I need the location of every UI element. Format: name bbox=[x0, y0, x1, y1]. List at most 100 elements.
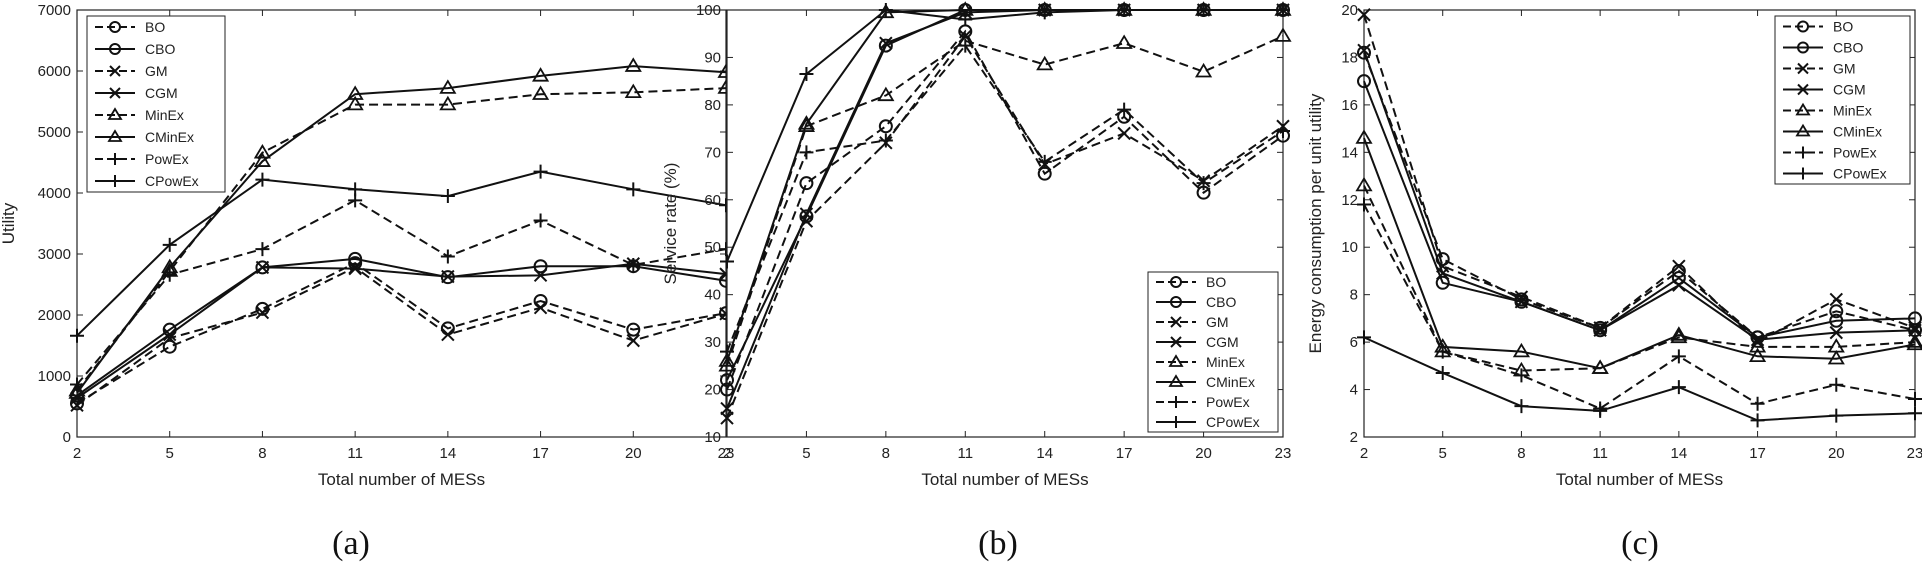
series-line-gm bbox=[76, 266, 727, 407]
series-cpowex bbox=[70, 164, 733, 343]
data-point-minex bbox=[1194, 62, 1213, 78]
data-point-bo bbox=[878, 119, 893, 134]
legend-marker-bo bbox=[109, 21, 121, 33]
x-tick-label: 5 bbox=[166, 445, 174, 462]
x-tick-label: 14 bbox=[1036, 445, 1053, 462]
data-point-powex bbox=[162, 267, 177, 282]
data-point-cpowex bbox=[1593, 403, 1608, 418]
data-point-gm bbox=[720, 411, 734, 425]
data-point-gm bbox=[1593, 321, 1607, 335]
x-tick-label: 17 bbox=[1116, 445, 1133, 462]
legend-marker-minex bbox=[1168, 354, 1184, 367]
y-tick-label: 40 bbox=[704, 287, 721, 304]
data-point-cpowex bbox=[1908, 406, 1922, 421]
data-point-cminex bbox=[1512, 342, 1531, 358]
data-point-powex bbox=[1514, 368, 1529, 383]
chart-panel-2: 2 4 6 8 10 12 14 16 18 20 2 5 8 11 14 17 20 23 Total numbe… bbox=[1306, 2, 1922, 562]
legend-marker-cbo bbox=[109, 43, 121, 55]
data-point-powex bbox=[1276, 123, 1290, 138]
y-tick-label: 2000 bbox=[38, 307, 71, 324]
x-tick-label: 2 bbox=[1360, 445, 1368, 462]
data-point-powex bbox=[1671, 349, 1686, 364]
legend-marker-gm bbox=[1170, 316, 1182, 328]
legend-marker-minex bbox=[107, 107, 123, 120]
chart-panel-1: 10 20 30 40 50 60 70 80 90 100 2 5 8 11 14 17 20 23 Total … bbox=[661, 1, 1292, 562]
data-point-cpowex bbox=[878, 3, 893, 17]
data-point-cminex bbox=[797, 115, 816, 130]
legend-label-bo: BO bbox=[145, 19, 165, 35]
legend-label-bo: BO bbox=[1206, 274, 1226, 290]
x-tick-label: 23 bbox=[1907, 445, 1922, 462]
y-tick-label: 4000 bbox=[38, 185, 71, 202]
data-point-cpowex bbox=[626, 182, 641, 197]
x-tick-label: 17 bbox=[532, 445, 549, 462]
legend-box bbox=[1774, 15, 1911, 185]
data-point-minex bbox=[718, 357, 736, 372]
data-point-cpowex bbox=[1829, 408, 1844, 423]
x-tick-label: 20 bbox=[625, 445, 642, 462]
series-line-cpowex bbox=[726, 8, 1283, 262]
data-point-cbo bbox=[878, 38, 893, 53]
y-tick-label: 90 bbox=[704, 49, 721, 66]
data-point-cpowex bbox=[1750, 413, 1765, 428]
series-line-cgm bbox=[1363, 49, 1916, 341]
y-tick-label: 3000 bbox=[38, 246, 71, 263]
y-tick-label: 5000 bbox=[38, 124, 71, 141]
x-tick-label: 14 bbox=[440, 445, 457, 462]
legend-box bbox=[1147, 271, 1279, 433]
series-line-cpowex bbox=[76, 170, 727, 337]
series-line-powex bbox=[76, 199, 727, 386]
data-point-cgm bbox=[1436, 266, 1450, 281]
legend-marker-cpowex bbox=[1170, 416, 1182, 428]
data-point-powex bbox=[70, 377, 84, 392]
data-point-cbo bbox=[1593, 323, 1608, 338]
data-point-cminex bbox=[346, 85, 364, 100]
y-tick-label: 60 bbox=[704, 192, 721, 209]
data-point-cpowex bbox=[958, 12, 973, 27]
data-point-cminex bbox=[253, 152, 272, 167]
data-point-cpowex bbox=[1117, 3, 1132, 17]
data-point-cpowex bbox=[1196, 3, 1211, 17]
data-point-cminex bbox=[1670, 326, 1688, 341]
legend-marker-cpowex bbox=[109, 175, 121, 187]
x-axis-label: Total number of MESs bbox=[1556, 470, 1723, 489]
legend-label-cbo: CBO bbox=[1833, 40, 1863, 56]
data-point-cminex bbox=[1591, 359, 1609, 374]
series-line-cminex bbox=[1363, 137, 1916, 370]
y-tick-label: 10 bbox=[704, 429, 721, 446]
data-point-minex bbox=[624, 83, 642, 99]
legend-marker-cminex bbox=[1795, 123, 1811, 137]
legend-label-gm: GM bbox=[1206, 314, 1229, 330]
legend-label-minex: MinEx bbox=[1833, 103, 1872, 119]
data-point-cgm bbox=[1908, 323, 1922, 337]
series-line-bo bbox=[76, 261, 727, 405]
series-minex bbox=[68, 79, 735, 397]
series-minex bbox=[718, 27, 1292, 372]
legend-marker-cminex bbox=[1168, 374, 1184, 387]
data-point-powex bbox=[626, 257, 641, 272]
y-tick-label: 30 bbox=[704, 334, 721, 351]
y-tick-label: 7000 bbox=[38, 2, 71, 19]
y-tick-label: 0 bbox=[63, 429, 71, 446]
data-point-bo bbox=[799, 176, 814, 191]
data-point-gm bbox=[1908, 321, 1922, 335]
x-axis-label: Total number of MESs bbox=[318, 470, 485, 489]
data-point-cgm bbox=[533, 268, 548, 283]
data-point-cpowex bbox=[1357, 330, 1371, 345]
series-powex bbox=[720, 38, 1290, 359]
data-point-cbo bbox=[1908, 311, 1922, 326]
data-point-powex bbox=[799, 145, 814, 160]
x-tick-label: 17 bbox=[1749, 445, 1766, 462]
data-point-cgm bbox=[1593, 323, 1607, 337]
legend-label-cpowex: CPowEx bbox=[145, 173, 199, 189]
data-point-cpowex bbox=[440, 189, 455, 204]
y-tick-label: 4 bbox=[1350, 382, 1358, 399]
y-tick-label: 2 bbox=[1350, 429, 1358, 446]
legend-label-powex: PowEx bbox=[1206, 394, 1250, 410]
data-point-minex bbox=[439, 95, 457, 111]
series-cminex bbox=[1355, 129, 1922, 374]
legend-marker-cgm bbox=[1797, 83, 1809, 96]
legend-marker-powex bbox=[1797, 146, 1809, 159]
y-tick-label: 18 bbox=[1341, 49, 1358, 66]
legend-marker-cminex bbox=[107, 129, 123, 142]
